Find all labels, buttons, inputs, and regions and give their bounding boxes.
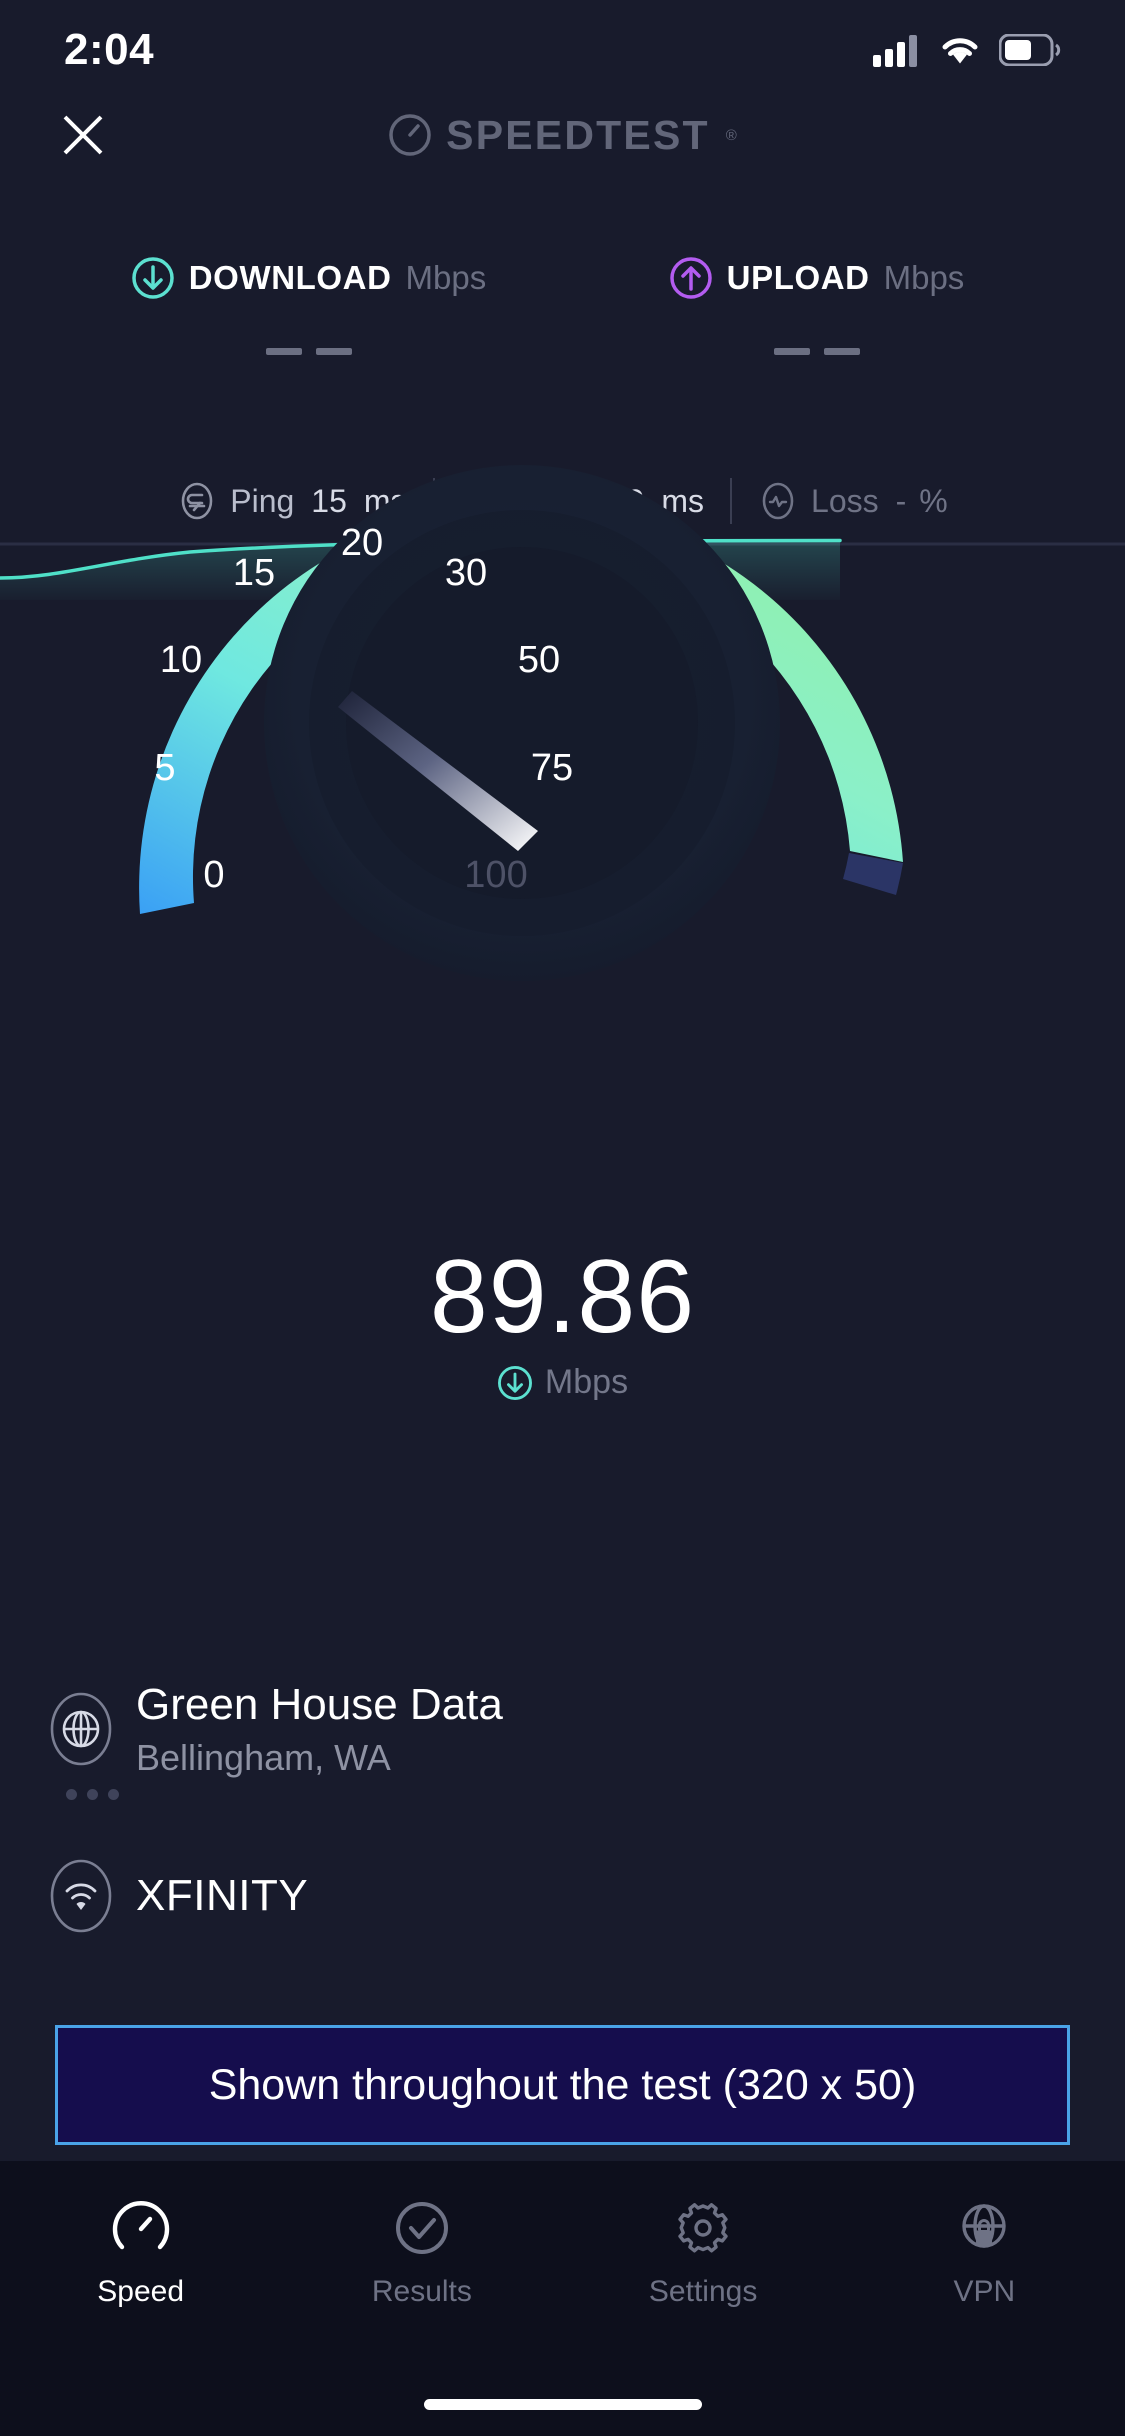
download-column: DOWNLOAD Mbps	[99, 256, 519, 355]
isp-text: XFINITY	[136, 1871, 308, 1921]
ad-banner-text: Shown throughout the test (320 x 50)	[208, 2060, 917, 2109]
download-label: DOWNLOAD	[188, 259, 392, 296]
wifi-icon	[942, 38, 978, 64]
vpn-globe-lock-icon	[962, 2204, 1007, 2248]
tab-vpn[interactable]: VPN	[844, 2197, 1125, 2309]
speedometer-icon	[389, 114, 431, 156]
tab-settings-label: Settings	[648, 2275, 758, 2308]
upload-header: UPLOAD Mbps	[669, 256, 965, 300]
download-unit: Mbps	[405, 259, 487, 296]
status-time: 2:04	[64, 25, 155, 74]
wifi-circle-icon	[50, 1859, 112, 1932]
upload-arrow-icon	[669, 257, 712, 299]
dot	[108, 1788, 119, 1800]
dot	[87, 1788, 98, 1800]
dash-mark	[773, 348, 810, 355]
dash-mark	[823, 348, 860, 355]
ad-banner[interactable]: Shown throughout the test (320 x 50)	[55, 2025, 1070, 2145]
speedometer-icon	[112, 2201, 169, 2250]
download-header: DOWNLOAD Mbps	[131, 256, 486, 300]
globe-icon	[50, 1692, 112, 1766]
tab-settings[interactable]: Settings	[563, 2197, 844, 2309]
loss-icon	[762, 482, 794, 520]
brand-logo: SPEEDTEST ®	[388, 112, 737, 159]
speed-unit: Mbps	[544, 1363, 629, 1401]
tab-speed[interactable]: Speed	[0, 2197, 281, 2309]
isp-name: XFINITY	[136, 1870, 309, 1920]
gauge-tick-30: 30	[445, 552, 487, 594]
tab-bar: Speed Results Settings VPN	[0, 2161, 1125, 2436]
app-header: SPEEDTEST ®	[0, 95, 1125, 175]
speed-readout: 89.86 Mbps	[0, 1245, 1125, 1402]
tab-vpn-label: VPN	[953, 2275, 1016, 2308]
status-bar: 2:04	[0, 0, 1125, 100]
tab-results-label: Results	[371, 2275, 472, 2308]
server-location: Bellingham, WA	[136, 1736, 391, 1778]
stat-loss-value: -	[895, 482, 907, 519]
stat-ping-value: 15	[311, 482, 347, 519]
gauge-tick-10: 10	[160, 639, 202, 681]
server-text: Green House Data Bellingham, WA	[136, 1680, 503, 1779]
gear-icon	[678, 2203, 728, 2253]
connection-info: Green House Data Bellingham, WA XFINITY	[0, 1680, 1125, 1934]
gauge-tick-20: 20	[341, 522, 383, 564]
check-circle-icon	[395, 2202, 448, 2254]
stat-ping-label: Ping	[230, 482, 295, 519]
status-icons	[873, 33, 1061, 67]
gauge-core	[346, 547, 698, 899]
tab-results[interactable]: Results	[281, 2197, 562, 2309]
gauge-svg: 0 5 10 15 20 30 50 75 100	[139, 465, 903, 981]
speed-gauge: 0 5 10 15 20 30 50 75 100	[0, 455, 1125, 1015]
isp-icon-wrap	[40, 1858, 122, 1934]
download-arrow-icon	[132, 257, 174, 299]
gauge-tick-15: 15	[233, 552, 275, 594]
home-indicator[interactable]	[423, 2399, 702, 2410]
gauge-tick-100: 100	[464, 854, 527, 896]
dash-mark	[315, 348, 352, 355]
upload-column: UPLOAD Mbps	[607, 256, 1027, 355]
stat-loss-label: Loss	[811, 482, 879, 519]
gauge-tail-segment	[843, 853, 903, 895]
stat-divider	[730, 478, 733, 524]
tab-speed-label: Speed	[97, 2275, 184, 2308]
upload-value-placeholder	[773, 348, 860, 355]
gauge-tick-5: 5	[154, 747, 175, 789]
gauge-tick-75: 75	[531, 747, 573, 789]
download-value-placeholder	[265, 348, 352, 355]
brand-name: SPEEDTEST	[446, 111, 710, 158]
stat-loss-unit: %	[919, 482, 948, 519]
upload-label: UPLOAD	[726, 259, 870, 296]
server-icon-wrap	[40, 1691, 122, 1767]
dash-mark	[265, 348, 302, 355]
gauge-tick-0: 0	[203, 854, 224, 896]
battery-icon	[999, 34, 1061, 66]
ping-icon	[181, 482, 213, 520]
close-icon	[63, 115, 103, 155]
gauge-needle	[338, 691, 538, 851]
stat-loss: Loss - %	[732, 481, 974, 521]
isp-row[interactable]: XFINITY	[0, 1858, 1125, 1934]
cellular-signal-icon	[873, 35, 917, 67]
server-name: Green House Data	[136, 1680, 503, 1729]
download-arrow-icon	[497, 1365, 532, 1400]
dot	[66, 1788, 77, 1800]
more-dots-icon[interactable]	[66, 1788, 1125, 1800]
speed-unit-row: Mbps	[497, 1363, 628, 1402]
server-row[interactable]: Green House Data Bellingham, WA	[0, 1680, 1125, 1779]
upload-unit: Mbps	[883, 259, 965, 296]
gauge-tick-50: 50	[518, 639, 560, 681]
duplex-summary: DOWNLOAD Mbps UPLOAD Mbps	[0, 256, 1125, 355]
speed-value: 89.86	[429, 1239, 696, 1355]
brand-trademark: ®	[725, 126, 737, 144]
close-button[interactable]	[40, 95, 126, 175]
